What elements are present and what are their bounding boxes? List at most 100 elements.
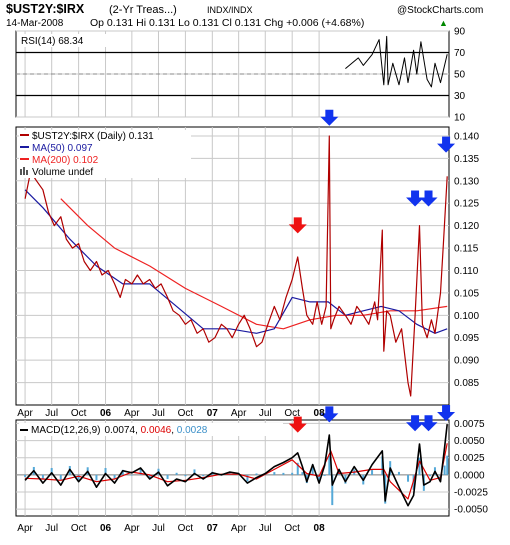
rsi-y-tick-4: 10 (454, 113, 466, 124)
macd-legend-sep-2: , (171, 425, 177, 436)
macd-histogram-bar-20 (202, 474, 205, 477)
price-y-tick-7: 0.105 (454, 288, 479, 299)
macd-histogram-bar-30 (291, 472, 294, 475)
legend-ma200: MA(200) 0.102 (32, 155, 99, 166)
price-x-tick-2: Oct (71, 408, 87, 419)
ohlc-readout: Op 0.131 Hi 0.131 Lo 0.131 Cl 0.131 Chg … (90, 17, 364, 29)
macd-histogram-bar-8 (95, 474, 98, 481)
legend-ma50: MA(50) 0.097 (32, 143, 93, 154)
macd-x-tick-3: 06 (100, 523, 112, 534)
blue-down-arrow-icon-9 (437, 405, 456, 421)
rsi-line (345, 35, 448, 88)
price-legend: $UST2Y:$IRX (Daily) 0.131 MA(50) 0.097 M… (19, 130, 191, 178)
blue-down-arrow-icon-6 (320, 406, 339, 423)
macd-histogram-bar-3 (50, 468, 53, 475)
macd-histogram-bar-9 (104, 468, 107, 475)
price-y-tick-3: 0.125 (454, 199, 479, 210)
macd-legend-bg (19, 423, 283, 436)
price-x-tick-3: 06 (100, 408, 112, 419)
macd-y-tick-5: -0.0050 (454, 505, 488, 516)
macd-x-tick-0: Apr (17, 523, 33, 534)
macd-histogram-bar-36 (323, 474, 326, 476)
price-y-tick-11: 0.085 (454, 378, 479, 389)
macd-line (24, 424, 448, 507)
macd-histogram-bar-11 (121, 469, 124, 475)
price-y-tick-8: 0.100 (454, 311, 479, 322)
price-y-tick-6: 0.110 (454, 266, 479, 277)
legend-swatch-ma50 (20, 146, 29, 148)
chart-symbol: $UST2Y:$IRX (6, 2, 85, 16)
grid-layer (16, 30, 449, 516)
ma200-line (60, 198, 448, 330)
macd-legend: MACD(12,26,9) 0.0074, 0.0046, 0.0028 (19, 423, 283, 436)
price-y-tick-5: 0.115 (454, 244, 479, 255)
price-x-tick-11: 08 (314, 408, 326, 419)
price-x-tick-1: Jul (45, 408, 58, 419)
macd-histogram-bar-38 (331, 474, 334, 506)
macd-histogram-bar-12 (130, 474, 133, 476)
macd-histogram-bar-29 (282, 472, 285, 475)
series-layer (24, 35, 449, 507)
legend-swatch-volume-a (20, 169, 22, 175)
price-line (24, 135, 448, 397)
macd-histogram-bar-6 (77, 474, 80, 481)
price-y-tick-2: 0.130 (454, 176, 479, 187)
macd-x-tick-7: 07 (207, 523, 219, 534)
macd-x-tick-10: Oct (284, 523, 300, 534)
macd-x-tick-8: Apr (231, 523, 247, 534)
macd-legend-signal: 0.0046 (141, 425, 172, 436)
price-legend-bg (19, 130, 191, 178)
blue-down-arrow-icon-4 (437, 136, 456, 153)
macd-histogram-bar-47 (397, 471, 400, 475)
macd-signal-line (25, 443, 448, 500)
price-x-tick-8: Apr (231, 408, 247, 419)
macd-x-tick-4: Apr (124, 523, 140, 534)
macd-y-tick-1: 0.0050 (454, 436, 485, 447)
legend-swatch-volume-b (23, 167, 25, 175)
price-y-tick-1: 0.135 (454, 154, 479, 165)
legend-swatch-volume-c (26, 170, 28, 175)
macd-y-tick-3: 0.0000 (454, 470, 485, 481)
macd-histogram-bar-56 (446, 455, 449, 475)
rsi-legend-bg (19, 34, 111, 47)
macd-x-tick-2: Oct (71, 523, 87, 534)
macd-x-tick-11: 08 (314, 523, 326, 534)
macd-histogram-bar-18 (184, 474, 187, 477)
chart-description: (2-Yr Treas...) (109, 4, 177, 16)
macd-legend-histogram: 0.0028 (177, 425, 208, 436)
price-x-tick-0: Apr (17, 408, 33, 419)
macd-histogram-bar-28 (273, 472, 276, 475)
legend-swatch-ma200 (20, 158, 29, 160)
rsi-y-tick-1: 70 (454, 48, 466, 59)
macd-histogram-bar-31 (296, 462, 299, 475)
macd-histogram-bar-16 (166, 474, 169, 479)
price-y-tick-4: 0.120 (454, 221, 479, 232)
axis-layer: 90 70 50 30 10 0.140 0.135 0.130 0.125 0.120 0.115… (17, 27, 488, 535)
macd-histogram-bar-32 (301, 472, 304, 475)
macd-histogram-bar-40 (344, 474, 347, 484)
macd-y-tick-2: 0.0025 (454, 453, 485, 464)
rsi-legend: RSI(14) 68.34 (21, 36, 84, 47)
price-y-tick-0: 0.140 (454, 131, 479, 142)
rsi-y-tick-3: 30 (454, 91, 466, 102)
macd-histogram-bar-2 (41, 474, 44, 479)
macd-histogram-bar-26 (255, 473, 258, 475)
macd-histogram-bar-17 (175, 472, 178, 475)
red-down-arrow-icon-5 (288, 416, 307, 433)
blue-down-arrow-icon-7 (406, 415, 425, 432)
macd-histogram-bar-52 (428, 474, 431, 477)
red-down-arrow-icon-0 (288, 217, 307, 234)
blue-down-arrow-icon-3 (419, 190, 438, 207)
price-y-tick-10: 0.090 (454, 356, 479, 367)
rsi-y-tick-0: 90 (454, 27, 466, 38)
annotation-layer (288, 109, 456, 433)
macd-y-tick-4: -0.0025 (454, 488, 488, 499)
price-x-tick-6: Oct (178, 408, 194, 419)
macd-histogram-bar-0 (24, 474, 27, 477)
macd-histogram-bar-19 (193, 469, 196, 475)
macd-histogram-bar-50 (418, 457, 421, 475)
macd-x-tick-1: Jul (45, 523, 58, 534)
macd-x-tick-9: Jul (259, 523, 272, 534)
